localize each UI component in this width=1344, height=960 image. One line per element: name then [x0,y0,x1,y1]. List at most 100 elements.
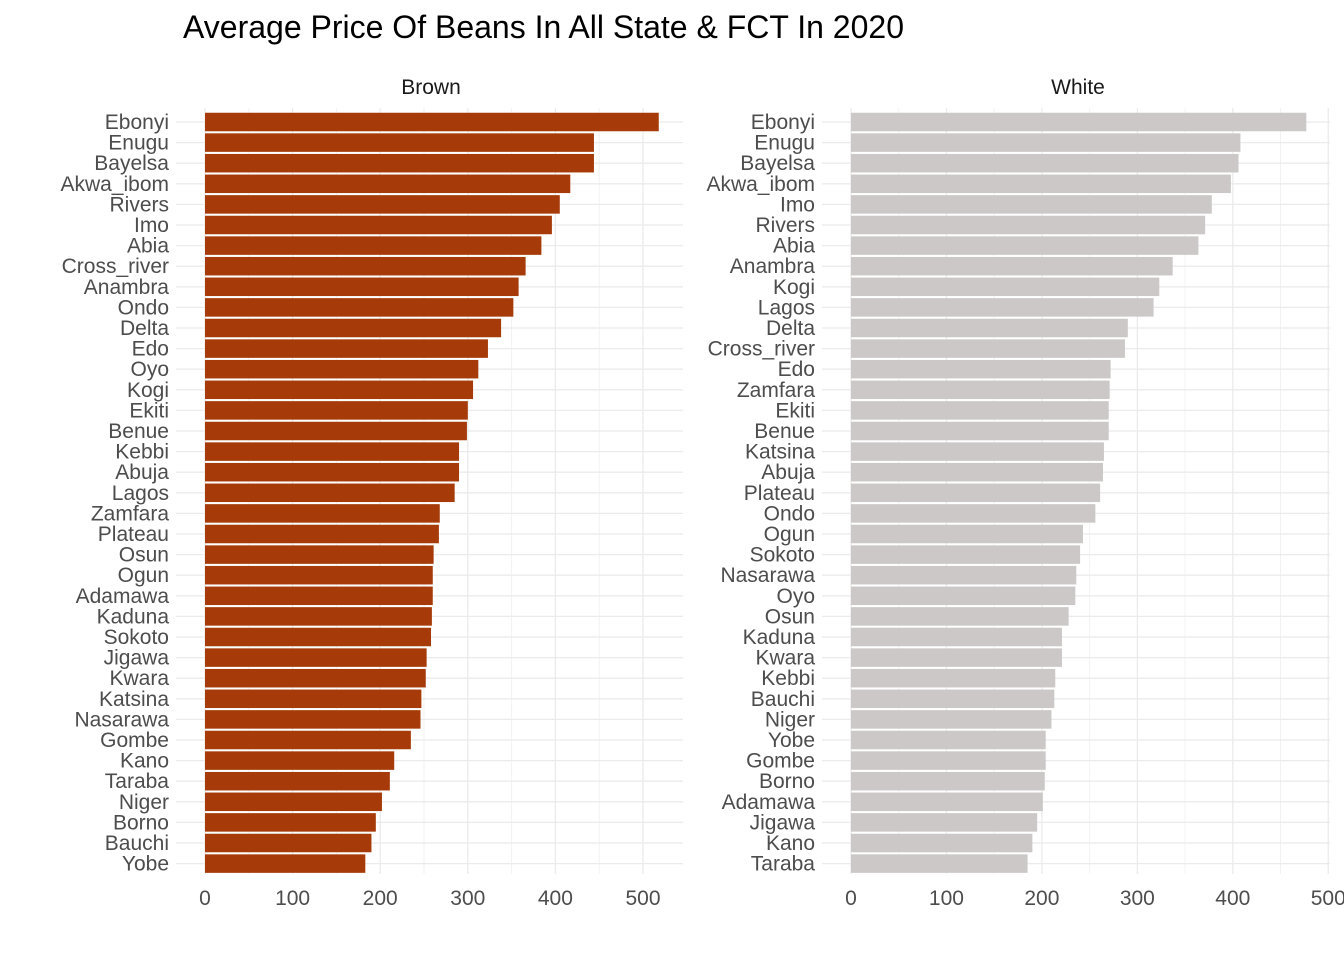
bar [851,462,1103,482]
bar [851,833,1033,853]
bar [205,730,411,750]
category-label: Gombe [746,750,815,773]
bar [205,421,467,441]
category-label: Ekiti [129,399,169,422]
category-label: Plateau [744,482,815,505]
category-label: Kano [766,832,815,855]
bar [205,380,474,400]
panel-brown: Brown EbonyiEnuguBayelsaAkwa_ibomRiversIm… [60,76,683,910]
x-tick-label: 400 [538,887,573,910]
category-label: Borno [113,811,169,834]
category-label: Nasarawa [74,708,169,731]
category-label: Kwara [109,667,169,690]
bar [205,813,376,832]
bar [851,689,1055,709]
category-label: Kaduna [97,605,170,628]
category-label: Taraba [751,853,816,876]
category-label: Anambra [730,255,816,278]
category-label: Ondo [764,502,815,525]
bar [851,318,1128,338]
x-tick-label: 100 [275,887,310,910]
bar [851,524,1083,544]
chart-title: Average Price Of Beans In All State & FC… [183,9,904,45]
category-label: Oyo [776,585,815,608]
bar [205,401,468,420]
x-tick-label: 200 [363,887,398,910]
category-label: Niger [119,791,169,814]
x-tick-label: 0 [845,887,857,910]
bar [205,627,432,647]
bar [851,751,1046,770]
bar [851,174,1231,194]
bar [205,648,427,667]
bar [851,504,1096,523]
bar [851,854,1028,873]
bar [205,112,659,132]
category-label: Kebbi [761,667,815,690]
bar [205,318,502,338]
category-label: Jigawa [750,811,816,834]
x-tick-label: 500 [1311,887,1344,910]
bar [205,792,382,812]
bar [851,483,1101,503]
bar [205,504,440,523]
category-label: Ebonyi [105,111,169,134]
x-tick-label: 100 [929,887,964,910]
category-label: Edo [132,338,169,361]
category-label: Delta [120,317,169,340]
bar [205,236,542,255]
bar [205,442,460,461]
bar [205,153,594,173]
category-label: Imo [780,193,815,216]
category-label: Rivers [755,214,815,237]
bar [851,112,1307,132]
bar [851,339,1125,358]
bar [205,298,514,317]
bar [205,277,519,297]
category-label: Ebonyi [751,111,815,134]
x-tick-label: 500 [625,887,660,910]
bar [851,771,1045,791]
category-label: Ogun [764,523,815,546]
category-label: Akwa_ibom [60,173,169,196]
category-label: Taraba [105,770,170,793]
bar [851,236,1199,255]
bar [851,668,1056,688]
bar [851,565,1077,585]
category-label: Nasarawa [720,564,815,587]
bar [205,256,526,276]
bar [851,421,1109,441]
category-label: Edo [778,358,815,381]
category-label: Abuja [115,461,169,484]
bar [205,689,422,709]
category-label: Kebbi [115,441,169,464]
category-label: Kaduna [743,626,816,649]
bar [205,586,433,606]
bar [851,298,1154,317]
bar [851,545,1081,564]
bar [205,483,455,503]
category-label: Kano [120,750,169,773]
bar [205,133,594,152]
category-label: Abia [773,235,815,258]
x-tick-label: 300 [1120,887,1155,910]
bar [851,586,1076,606]
category-label: Osun [765,605,815,628]
category-label: Rivers [109,193,169,216]
bar [205,565,433,585]
category-label: Lagos [758,296,815,319]
category-label: Imo [134,214,169,237]
panel-label: Brown [401,76,461,99]
category-label: Zamfara [737,379,816,402]
bar [851,133,1241,152]
category-label: Sokoto [104,626,169,649]
bar [205,771,390,791]
category-label: Kwara [755,647,815,670]
category-label: Katsina [99,688,169,711]
category-label: Ogun [118,564,169,587]
bar [851,195,1212,214]
bar [851,215,1206,235]
bar [205,607,432,626]
x-tick-label: 400 [1215,887,1250,910]
